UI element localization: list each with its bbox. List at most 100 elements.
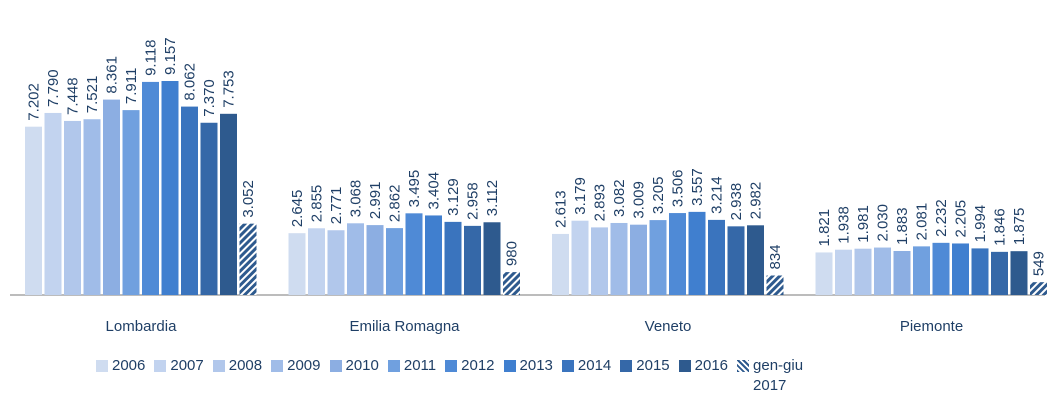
data-label: 1.821 — [816, 209, 833, 247]
legend-label: 2012 — [461, 357, 495, 374]
data-label: 7.370 — [201, 79, 218, 117]
legend-swatch — [271, 360, 284, 372]
legend-swatch — [212, 360, 225, 372]
bar — [727, 226, 745, 295]
legend-item: 2012 — [445, 356, 495, 376]
bar — [83, 119, 101, 295]
bar — [161, 81, 179, 295]
bar — [464, 225, 481, 295]
bar — [952, 243, 969, 295]
data-label: 3.205 — [650, 177, 667, 215]
legend-item: 2009 — [271, 356, 321, 376]
bar — [630, 224, 647, 295]
bar — [44, 112, 62, 295]
data-label: 2.982 — [748, 182, 765, 220]
bar — [425, 215, 442, 295]
legend-swatch — [678, 360, 691, 372]
bar — [386, 228, 403, 295]
bar — [142, 81, 159, 295]
data-label: 9.118 — [143, 39, 160, 75]
legend-item: 2015 — [620, 356, 670, 376]
bar — [552, 233, 569, 295]
data-label: 2.958 — [465, 182, 482, 220]
data-label: 1.981 — [855, 205, 872, 243]
bar — [913, 246, 930, 295]
bar — [991, 251, 1008, 295]
legend-label: gen-giu 2017 — [753, 357, 804, 394]
bar — [122, 110, 140, 295]
bar — [239, 223, 257, 295]
data-label: 3.129 — [445, 178, 462, 216]
bar — [932, 242, 950, 295]
data-label: 1.883 — [894, 207, 911, 245]
bar — [25, 126, 42, 296]
legend-swatch — [737, 360, 750, 372]
bar — [1030, 282, 1047, 295]
legend-swatch — [445, 360, 458, 372]
data-label: 3.557 — [689, 168, 706, 206]
legend-swatch — [154, 360, 167, 372]
legend-label: 2014 — [577, 357, 612, 374]
data-label: 834 — [767, 244, 784, 269]
bar — [835, 249, 852, 295]
bar — [854, 248, 872, 295]
data-label: 3.068 — [348, 180, 365, 218]
legend-label: 2013 — [519, 357, 553, 374]
category-label: Piemonte — [900, 318, 963, 335]
bar — [669, 213, 686, 295]
bar — [103, 99, 120, 295]
data-label: 1.846 — [992, 208, 1009, 246]
data-label: 3.506 — [670, 170, 687, 208]
bar — [747, 225, 764, 295]
bar — [347, 223, 364, 295]
category-label: Lombardia — [106, 318, 178, 335]
data-label: 549 — [1031, 251, 1048, 276]
legend-item: 2011 — [387, 356, 437, 376]
bar — [571, 220, 589, 295]
data-label: 2.991 — [367, 182, 384, 220]
legend-label: 2008 — [228, 357, 263, 374]
legend-item: 2013 — [503, 356, 553, 376]
data-label: 2.232 — [933, 199, 950, 237]
bar — [649, 220, 667, 295]
category-label: Veneto — [645, 318, 692, 335]
bar — [483, 222, 501, 295]
bar — [610, 222, 628, 295]
data-label: 8.062 — [182, 63, 199, 101]
bar — [444, 221, 462, 295]
data-label: 3.082 — [611, 179, 628, 217]
data-label: 2.645 — [289, 190, 306, 228]
legend-swatch — [96, 360, 108, 372]
data-label: 7.790 — [45, 69, 62, 107]
bar — [815, 252, 833, 295]
legend-swatch — [503, 360, 516, 372]
data-label: 3.404 — [426, 172, 443, 210]
data-label: 7.911 — [123, 68, 140, 104]
bar — [327, 230, 345, 295]
legend-item: 2008 — [212, 356, 263, 376]
bar — [688, 211, 706, 295]
legend-item: 2010 — [329, 356, 379, 376]
data-label: 7.521 — [84, 76, 101, 114]
bar — [181, 106, 198, 295]
data-label: 980 — [504, 241, 521, 266]
data-label: 2.613 — [553, 190, 570, 228]
bar — [308, 228, 325, 295]
data-label: 2.205 — [953, 200, 970, 238]
bar — [503, 272, 520, 295]
bar — [708, 219, 725, 295]
bar — [220, 113, 237, 296]
legend-swatch — [620, 360, 633, 372]
legend-item: 2016 — [678, 356, 728, 376]
data-label: 1.875 — [1011, 208, 1028, 246]
data-label: 2.862 — [387, 185, 404, 223]
legend-swatch — [329, 360, 342, 372]
category-label: Emilia Romagna — [349, 318, 460, 335]
legend-label: 2011 — [403, 357, 437, 374]
legend-label: 2009 — [287, 357, 321, 374]
legend-swatch — [561, 360, 574, 372]
data-label: 7.202 — [26, 83, 43, 121]
data-label: 9.157 — [162, 37, 179, 75]
bar — [288, 233, 306, 295]
